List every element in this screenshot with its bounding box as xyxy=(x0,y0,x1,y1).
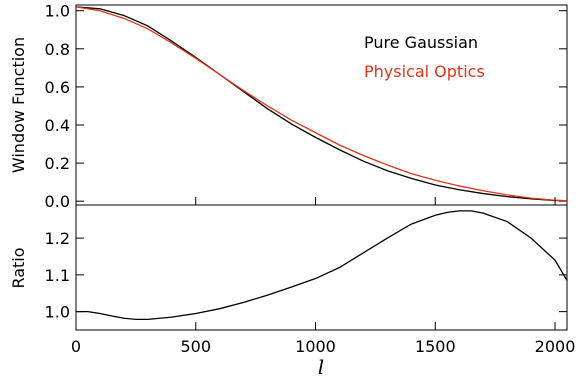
x-axis-title: l xyxy=(318,355,324,379)
x-tick-label: 1000 xyxy=(295,337,336,356)
top-panel-frame xyxy=(75,4,568,206)
bottom-curves xyxy=(76,210,568,320)
legend-entry-physical-optics: Physical Optics xyxy=(364,62,485,81)
top-y-axis: 0.0 0.2 0.4 0.6 0.8 1.0 xyxy=(45,2,567,211)
x-tick-label: 2000 xyxy=(535,337,576,356)
legend: Pure Gaussian Physical Optics xyxy=(364,33,485,81)
bottom-y-axis-title: Ratio xyxy=(9,247,28,288)
top-y-tick-label: 0.2 xyxy=(45,154,70,173)
legend-entry-pure-gaussian: Pure Gaussian xyxy=(364,33,478,52)
top-series-line-0 xyxy=(75,6,568,202)
top-series-line-1 xyxy=(75,6,568,202)
top-y-tick-label: 1.0 xyxy=(45,2,70,21)
x-axis: 0 500 1000 1500 2000 xyxy=(71,197,575,356)
top-y-tick-label: 0.6 xyxy=(45,78,70,97)
bottom-y-axis: 1.0 1.1 1.2 xyxy=(45,229,567,322)
x-tick-label: 0 xyxy=(71,337,81,356)
bottom-y-tick-label: 1.2 xyxy=(45,229,70,248)
top-y-axis-title: Window Function xyxy=(9,37,28,173)
top-curves xyxy=(75,6,568,202)
x-tick-label: 500 xyxy=(180,337,211,356)
top-y-tick-label: 0.8 xyxy=(45,40,70,59)
x-tick-label: 1500 xyxy=(415,337,456,356)
bottom-y-tick-label: 1.0 xyxy=(45,303,70,322)
bottom-series-line-0 xyxy=(76,210,568,320)
top-y-tick-label: 0.0 xyxy=(45,192,70,211)
bottom-y-tick-label: 1.1 xyxy=(45,266,70,285)
bottom-panel-frame xyxy=(75,204,568,331)
window-function-panel: 0.0 0.2 0.4 0.6 0.8 1.0 Window Function Pure … xyxy=(9,2,568,211)
ratio-panel: 1.0 1.1 1.2 0 500 1000 1500 2000 Ratio l xyxy=(9,197,575,379)
top-y-tick-label: 0.4 xyxy=(45,116,70,135)
